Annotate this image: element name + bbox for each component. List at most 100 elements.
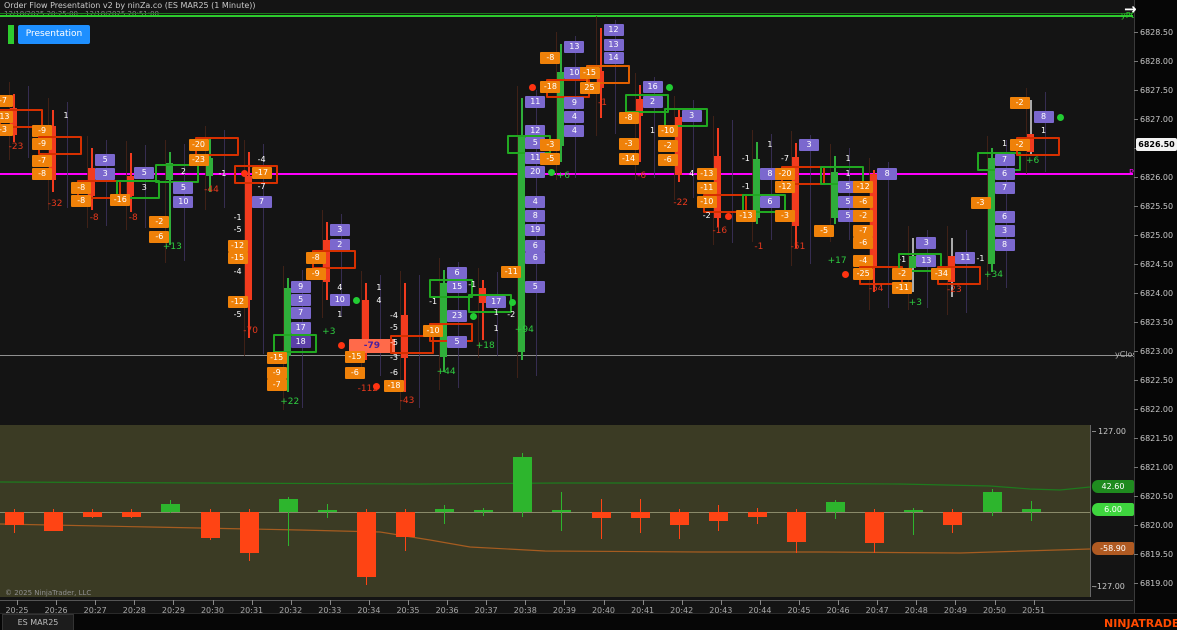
delta-bar[interactable]	[747, 512, 767, 517]
footprint-cell: -79	[348, 339, 395, 353]
ambience-line	[751, 130, 753, 242]
delta-bar[interactable]	[122, 512, 142, 517]
candle-body[interactable]	[205, 158, 213, 176]
presentation-button[interactable]: Presentation	[18, 25, 90, 44]
footprint-cell: -5	[390, 338, 398, 347]
highlight-box-red	[233, 165, 278, 184]
footprint-cell: -20	[775, 168, 795, 180]
candle-body[interactable]	[127, 176, 135, 196]
sell-marker-dot	[337, 342, 345, 349]
ambience-line	[458, 262, 460, 388]
price-axis-tick	[1134, 235, 1138, 236]
candle-body[interactable]	[713, 156, 721, 218]
price-axis-tick	[1134, 177, 1138, 178]
footprint-cell: -6	[344, 367, 365, 379]
delta-bar[interactable]	[200, 512, 220, 538]
time-axis-tick	[994, 600, 996, 605]
footprint-cell: -7	[32, 155, 53, 167]
candle-body[interactable]	[10, 108, 17, 135]
candle-body[interactable]	[518, 136, 526, 352]
footprint-cell: -2	[149, 216, 170, 228]
candle-body[interactable]	[361, 300, 369, 340]
time-axis-tick	[17, 600, 18, 605]
ambience-line	[223, 130, 225, 208]
delta-bar[interactable]	[1021, 508, 1041, 512]
candle-body[interactable]	[166, 163, 174, 180]
delta-bar[interactable]	[865, 512, 885, 544]
bar-delta-label: +17	[827, 256, 847, 266]
candle-body[interactable]	[557, 72, 565, 146]
ambience-line	[165, 140, 167, 263]
footprint-cell: -13	[0, 111, 13, 123]
delta-bar[interactable]	[669, 512, 689, 526]
delta-bar[interactable]	[904, 510, 924, 512]
ambience-line	[791, 131, 792, 266]
candle-body[interactable]	[870, 174, 878, 268]
time-axis-label: 20:30	[200, 606, 225, 615]
delta-bar[interactable]	[5, 512, 24, 526]
delta-bar[interactable]	[982, 492, 1002, 512]
candle-body[interactable]	[1026, 134, 1034, 152]
bar-delta-label: -1	[598, 98, 607, 108]
delta-bar[interactable]	[396, 512, 415, 538]
candle-body[interactable]	[596, 71, 604, 88]
delta-bar[interactable]	[826, 502, 846, 512]
candle-body[interactable]	[635, 99, 643, 116]
price-axis-label: 6825.00	[1140, 231, 1174, 240]
candle-body[interactable]	[987, 158, 995, 264]
delta-bar[interactable]	[435, 509, 455, 512]
time-axis-label: 20:35	[396, 606, 420, 615]
footprint-cell: -6	[853, 196, 874, 208]
ambience-line	[282, 266, 284, 410]
candle-body[interactable]	[752, 159, 760, 218]
delta-bar[interactable]	[44, 512, 64, 531]
footprint-cell: 6	[759, 196, 780, 208]
delta-bar[interactable]	[630, 512, 650, 518]
candle-body[interactable]	[831, 172, 839, 218]
footprint-cell: -12	[853, 181, 874, 193]
footprint-cell: 17	[486, 296, 507, 308]
candle-body[interactable]	[244, 176, 252, 300]
candle-body[interactable]	[283, 288, 291, 356]
candle-body[interactable]	[792, 157, 799, 226]
instrument-tab[interactable]: ES MAR25	[2, 614, 74, 630]
candle-body[interactable]	[88, 168, 96, 196]
footprint-cell: 18	[290, 336, 311, 348]
price-axis[interactable]	[1134, 0, 1177, 630]
candle-body[interactable]	[674, 117, 682, 175]
candle-body[interactable]	[322, 240, 330, 282]
footprint-cell: 3	[95, 168, 116, 180]
footprint-cell: -7	[266, 379, 287, 391]
delta-bar[interactable]	[356, 512, 376, 578]
footprint-cell: 23	[447, 310, 468, 322]
footprint-cell: -11	[501, 266, 522, 278]
scroll-right-arrow-icon[interactable]: →	[1124, 0, 1137, 18]
time-axis-label: 20:38	[513, 606, 537, 615]
candle-body[interactable]	[909, 256, 917, 268]
price-axis-tick	[1134, 90, 1138, 91]
delta-bar[interactable]	[513, 457, 533, 512]
delta-bar[interactable]	[591, 512, 611, 518]
delta-bar[interactable]	[787, 512, 806, 542]
delta-bar[interactable]	[161, 504, 181, 512]
delta-bar[interactable]	[552, 510, 572, 512]
delta-bar[interactable]	[278, 499, 298, 512]
delta-bar[interactable]	[708, 512, 728, 521]
time-axis-label: 20:41	[631, 606, 655, 615]
footprint-cell: -8	[32, 168, 53, 180]
footprint-cell: -3	[775, 210, 795, 222]
delta-bar[interactable]	[943, 512, 963, 526]
candle-wick	[169, 152, 172, 245]
time-axis-label: 20:34	[357, 606, 381, 615]
delta-bar[interactable]	[474, 510, 494, 512]
ambience-line	[400, 271, 401, 410]
delta-bar[interactable]	[317, 510, 337, 512]
delta-bar[interactable]	[83, 512, 103, 517]
candle-body[interactable]	[948, 256, 956, 282]
delta-bar[interactable]	[239, 512, 259, 553]
price-axis-label: 6824.50	[1140, 260, 1174, 269]
candle-body[interactable]	[440, 283, 448, 357]
delta-value-badge: 6.00	[1092, 503, 1134, 516]
footprint-cell: -1	[218, 169, 227, 178]
ambience-line	[360, 271, 362, 378]
